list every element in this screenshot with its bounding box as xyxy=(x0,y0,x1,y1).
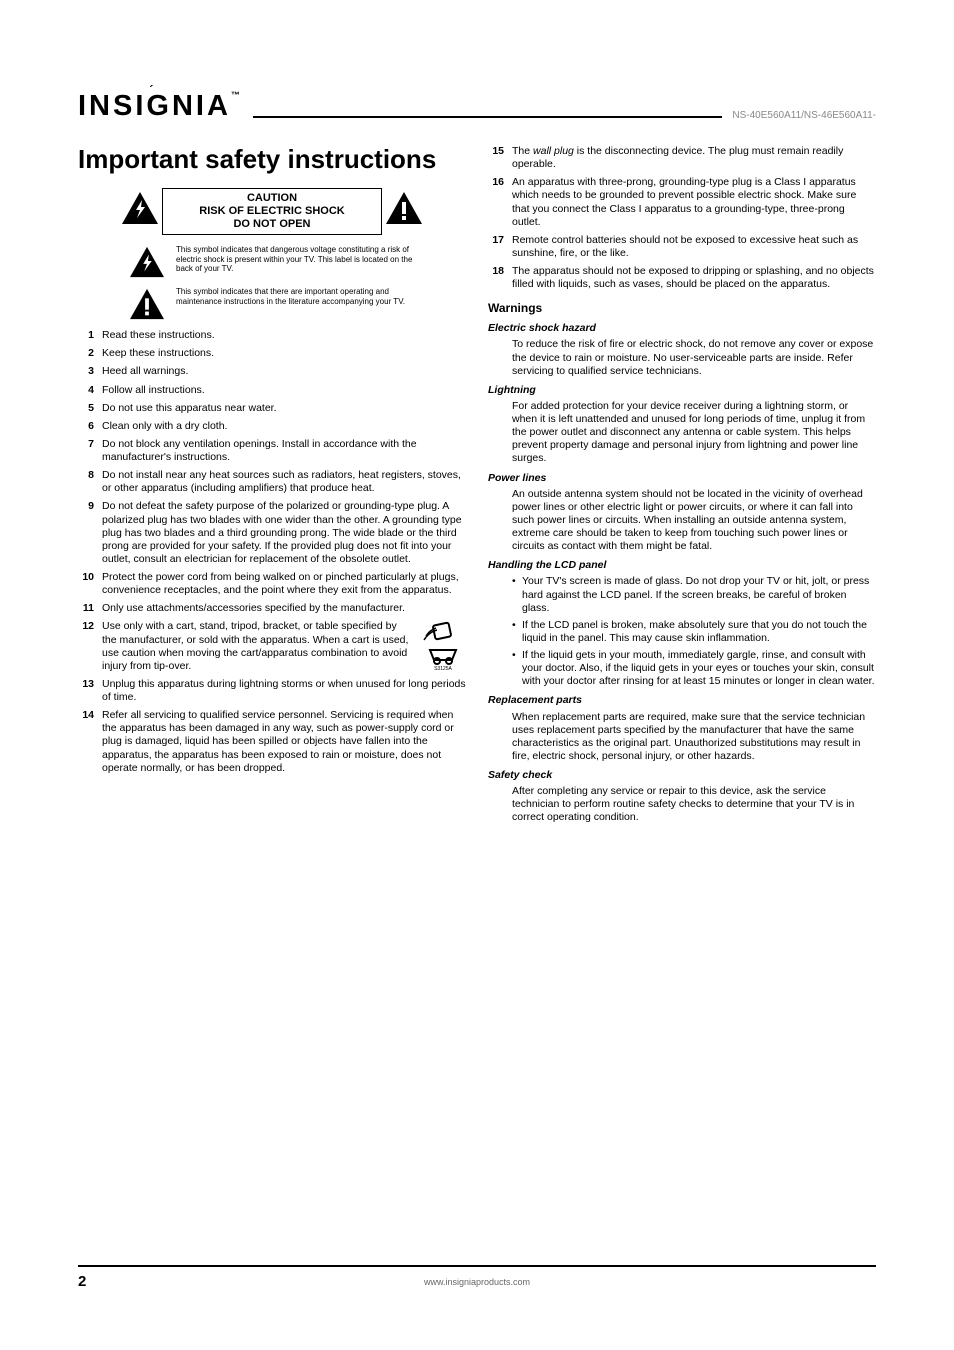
bolt-description: This symbol indicates that dangerous vol… xyxy=(176,245,428,274)
safety-body: After completing any service or repair t… xyxy=(512,785,876,824)
instruction-14: Refer all servicing to qualified service… xyxy=(102,709,466,775)
lcd-title: Handling the LCD panel xyxy=(488,559,876,572)
header-rule xyxy=(253,116,722,118)
replacement-title: Replacement parts xyxy=(488,694,876,707)
lightning-title: Lightning xyxy=(488,384,876,397)
right-column: 15The wall plug is the disconnecting dev… xyxy=(488,145,876,1247)
instruction-3: 3Heed all warnings. xyxy=(78,365,466,378)
instruction-6: 6Clean only with a dry cloth. xyxy=(78,420,466,433)
instruction-4: 4Follow all instructions. xyxy=(78,384,466,397)
instruction-13: Unplug this apparatus during lightning s… xyxy=(102,678,466,704)
instruction-15: The wall plug is the disconnecting devic… xyxy=(512,145,876,171)
electric-title: Electric shock hazard xyxy=(488,322,876,335)
instruction-11: 11Only use attachments/accessories speci… xyxy=(78,602,466,615)
warnings-heading: Warnings xyxy=(488,301,876,316)
left-column: Important safety instructions CAUTION RI… xyxy=(78,145,466,1247)
lightning-body: For added protection for your device rec… xyxy=(512,400,876,466)
instruction-18: The apparatus should not be exposed to d… xyxy=(512,265,876,291)
instruction-12: 12 S3125A Use only with a cart, stand, t xyxy=(78,620,466,774)
cart-label: S3125A xyxy=(420,666,466,672)
lcd-bullet-3: If the liquid gets in your mouth, immedi… xyxy=(512,649,876,688)
header: INSIG´NIA™ NS-40E560A11/NS-46E560A11- xyxy=(78,90,876,123)
lcd-bullets: Your TV's screen is made of glass. Do no… xyxy=(512,575,876,688)
safety-title: Safety check xyxy=(488,769,876,782)
page-title: Important safety instructions xyxy=(78,145,466,174)
caution-line2: RISK OF ELECTRIC SHOCK xyxy=(199,205,344,217)
lcd-bullet-2: If the LCD panel is broken, make absolut… xyxy=(512,619,876,645)
bolt-icon xyxy=(128,245,166,279)
replacement-body: When replacement parts are required, mak… xyxy=(512,711,876,764)
exclaim-description: This symbol indicates that there are imp… xyxy=(176,287,428,306)
instructions-list-left: 1Read these instructions. 2Keep these ins… xyxy=(78,329,466,615)
powerlines-title: Power lines xyxy=(488,472,876,485)
instruction-12-text: Use only with a cart, stand, tripod, bra… xyxy=(102,620,408,671)
lcd-bullet-1: Your TV's screen is made of glass. Do no… xyxy=(512,575,876,614)
cart-tip-icon: S3125A xyxy=(420,620,466,672)
instruction-1: 1Read these instructions. xyxy=(78,329,466,342)
model-number: NS-40E560A11/NS-46E560A11- xyxy=(732,110,876,121)
brand-logo: INSIG´NIA™ xyxy=(78,90,243,123)
instruction-17: Remote control batteries should not be e… xyxy=(512,234,876,260)
symbol-bolt-row: This symbol indicates that dangerous vol… xyxy=(128,245,428,279)
footer: 2 www.insigniaproducts.com xyxy=(78,1265,876,1290)
bolt-triangle-icon xyxy=(120,190,160,226)
caution-box: CAUTION RISK OF ELECTRIC SHOCK DO NOT OP… xyxy=(162,188,382,236)
exclaim-triangle-icon xyxy=(384,190,424,226)
electric-body: To reduce the risk of fire or electric s… xyxy=(512,338,876,377)
exclaim-icon xyxy=(128,287,166,321)
caution-line3: DO NOT OPEN xyxy=(233,218,310,230)
instruction-8: 8Do not install near any heat sources su… xyxy=(78,469,466,495)
instructions-list-right: 15The wall plug is the disconnecting dev… xyxy=(488,145,876,291)
instruction-5: 5Do not use this apparatus near water. xyxy=(78,402,466,415)
instruction-9: 9Do not defeat the safety purpose of the… xyxy=(78,500,466,566)
instruction-16: An apparatus with three-prong, grounding… xyxy=(512,176,876,229)
instruction-10: 10Protect the power cord from being walk… xyxy=(78,571,466,597)
footer-url: www.insigniaproducts.com xyxy=(78,1277,876,1287)
powerlines-body: An outside antenna system should not be … xyxy=(512,488,876,554)
caution-line1: CAUTION xyxy=(247,192,297,204)
instruction-7: 7Do not block any ventilation openings. … xyxy=(78,438,466,464)
symbol-exclaim-row: This symbol indicates that there are imp… xyxy=(128,287,428,321)
instruction-2: 2Keep these instructions. xyxy=(78,347,466,360)
